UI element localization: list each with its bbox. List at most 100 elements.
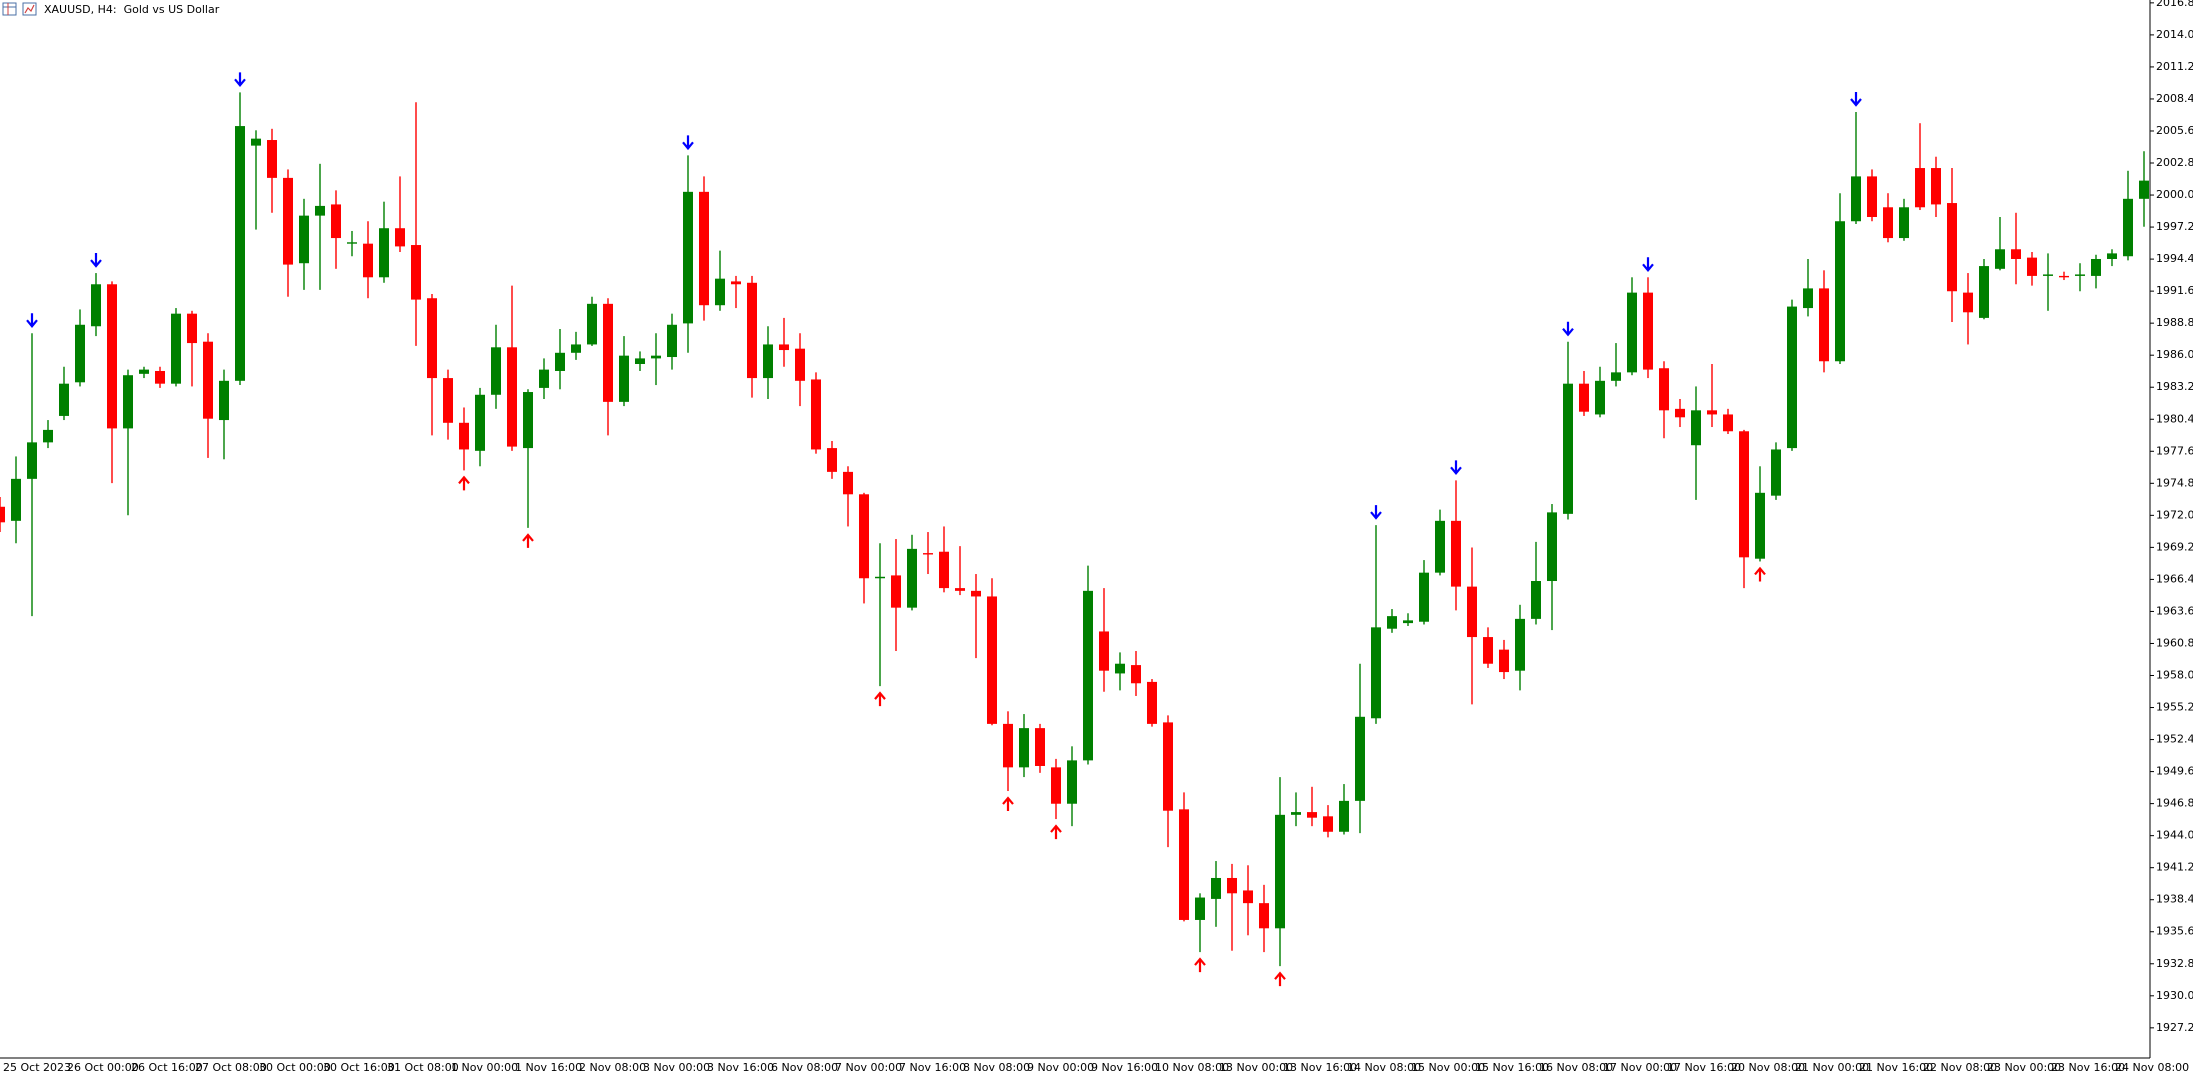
- y-tick-label: 1983.20: [2156, 380, 2193, 393]
- x-tick-label: 26 Oct 16:00: [131, 1061, 203, 1074]
- candle-body: [795, 348, 805, 381]
- candle-body: [1899, 207, 1909, 239]
- y-tick-label: 1941.20: [2156, 861, 2193, 874]
- candle-body: [1931, 168, 1941, 205]
- candle-body: [1787, 306, 1797, 449]
- x-tick-label: 30 Oct 16:00: [323, 1061, 395, 1074]
- x-tick-label: 14 Nov 08:00: [1347, 1061, 1421, 1074]
- candle-body: [1755, 492, 1765, 559]
- y-tick-label: 2000.00: [2156, 188, 2193, 201]
- candle-body: [1675, 408, 1685, 418]
- x-tick-label: 15 Nov 16:00: [1475, 1061, 1549, 1074]
- candle-body: [1531, 581, 1541, 619]
- x-tick-label: 9 Nov 16:00: [1091, 1061, 1158, 1074]
- candle-body: [1499, 649, 1509, 673]
- candle-body: [891, 575, 901, 608]
- candle-body: [187, 313, 197, 344]
- candle-body: [1163, 722, 1173, 811]
- candle-body: [155, 370, 165, 384]
- candle-body: [1803, 288, 1813, 309]
- x-tick-label: 13 Nov 16:00: [1283, 1061, 1357, 1074]
- candle-body: [1995, 249, 2005, 269]
- x-tick-label: 17 Nov 16:00: [1667, 1061, 1741, 1074]
- candle-body: [651, 355, 661, 359]
- candle-body: [1323, 816, 1333, 832]
- candle-body: [827, 448, 837, 472]
- candle-body: [1659, 368, 1669, 411]
- x-tick-label: 27 Oct 08:00: [195, 1061, 267, 1074]
- fractal-down-arrow: [1562, 321, 1574, 337]
- fractal-down-arrow: [1850, 91, 1862, 107]
- candle-body: [779, 344, 789, 351]
- candle-body: [955, 588, 965, 591]
- candle-body: [1611, 372, 1621, 381]
- candle-body: [1451, 520, 1461, 587]
- candle-body: [1339, 800, 1349, 832]
- fractal-up-arrow: [458, 475, 470, 491]
- candle-body: [603, 303, 613, 402]
- x-tick-label: 1 Nov 16:00: [515, 1061, 582, 1074]
- y-tick-label: 1960.80: [2156, 636, 2193, 649]
- candle-body: [1243, 890, 1253, 904]
- x-tick-label: 16 Nov 08:00: [1539, 1061, 1613, 1074]
- candle-body: [1627, 292, 1637, 373]
- candle-body: [1643, 292, 1653, 370]
- candle-body: [2139, 180, 2149, 199]
- candle-body: [1419, 572, 1429, 622]
- x-tick-label: 31 Oct 08:00: [387, 1061, 459, 1074]
- fractal-down-arrow: [90, 253, 102, 268]
- candle-body: [923, 553, 933, 555]
- y-tick-label: 1949.60: [2156, 765, 2193, 778]
- candle-body: [1051, 767, 1061, 804]
- candle-body: [699, 191, 709, 306]
- x-tick-label: 17 Nov 00:00: [1603, 1061, 1677, 1074]
- candle-body: [1947, 203, 1957, 292]
- candle-body: [2075, 274, 2085, 276]
- candle-body: [91, 284, 101, 327]
- y-tick-label: 2002.80: [2156, 156, 2193, 169]
- candle-body: [987, 596, 997, 724]
- x-tick-label: 8 Nov 08:00: [963, 1061, 1030, 1074]
- fractal-up-arrow: [522, 533, 534, 548]
- x-tick-label: 20 Nov 08:00: [1731, 1061, 1805, 1074]
- candle-body: [267, 140, 277, 178]
- candle-body: [203, 341, 213, 419]
- icon-table: [2, 2, 17, 16]
- y-tick-label: 1938.40: [2156, 893, 2193, 906]
- candle-body: [555, 352, 565, 371]
- candle-body: [2027, 257, 2037, 276]
- fractal-down-arrow: [1370, 505, 1382, 520]
- y-tick-label: 2014.00: [2156, 28, 2193, 41]
- candle-body: [731, 281, 741, 285]
- x-tick-label: 25 Oct 2023: [3, 1061, 71, 1074]
- x-tick-label: 23 Nov 16:00: [2051, 1061, 2125, 1074]
- candle-body: [811, 379, 821, 450]
- candle-body: [1003, 723, 1013, 768]
- y-tick-label: 1972.00: [2156, 508, 2193, 521]
- candle-body: [571, 344, 581, 353]
- candle-body: [507, 347, 517, 447]
- candle-body: [491, 347, 501, 395]
- fractal-up-arrow: [874, 691, 886, 707]
- candle-body: [475, 394, 485, 451]
- y-tick-label: 1952.40: [2156, 733, 2193, 746]
- candle-body: [1067, 760, 1077, 804]
- candle-body: [1915, 168, 1925, 208]
- candle-body: [1035, 728, 1045, 766]
- candle-body: [2123, 198, 2133, 257]
- candle-body: [1723, 414, 1733, 432]
- candle-body: [1883, 207, 1893, 239]
- x-tick-label: 21 Nov 00:00: [1795, 1061, 1869, 1074]
- candle-body: [1083, 590, 1093, 761]
- candle-body: [1851, 176, 1861, 222]
- x-tick-label: 24 Nov 08:00: [2115, 1061, 2189, 1074]
- x-tick-label: 22 Nov 08:00: [1923, 1061, 1997, 1074]
- candle-body: [59, 383, 69, 416]
- candle-body: [619, 355, 629, 402]
- x-tick-label: 7 Nov 00:00: [835, 1061, 902, 1074]
- candle-body: [587, 303, 597, 345]
- candle-body: [2043, 274, 2053, 276]
- y-tick-label: 1935.60: [2156, 925, 2193, 938]
